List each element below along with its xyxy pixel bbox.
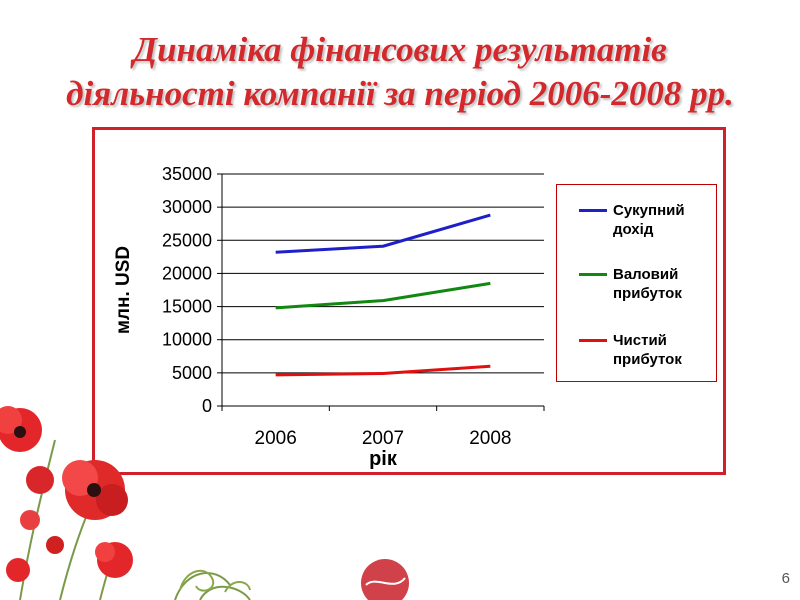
y-tick-label: 30000: [162, 197, 212, 217]
poppy-icon: [95, 542, 133, 578]
x-tick-label: 2008: [469, 428, 511, 449]
y-tick-label: 5000: [172, 363, 212, 383]
legend-label-gross-profit: Валовий прибуток: [613, 266, 682, 302]
chart-legend: Сукупний дохід Валовий прибуток Чистий приб…: [556, 184, 717, 382]
poppy-icon: [6, 466, 64, 582]
y-tick-label: 15000: [162, 297, 212, 317]
legend-label-net-profit: Чистий прибуток: [613, 332, 682, 368]
legend-swatch-gross-profit: [579, 273, 607, 276]
y-tick-label: 20000: [162, 263, 212, 283]
x-axis-label: рік: [369, 448, 398, 470]
y-tick-label: 25000: [162, 230, 212, 250]
series-line-3: [275, 364, 491, 377]
x-tick-label: 2007: [362, 428, 404, 449]
slide-title-line-1: Динаміка фінансових результатів: [133, 30, 667, 69]
y-tick-label: 0: [202, 396, 212, 416]
brand-logo-icon: [361, 559, 409, 600]
y-axis-label: млн. USD: [113, 246, 134, 334]
poppy-icon: [0, 406, 42, 452]
page-number: 6: [781, 570, 790, 587]
legend-label-total-revenue: Сукупний дохід: [613, 202, 685, 238]
slide-title: Динаміка фінансових результатів діяльнос…: [0, 28, 800, 116]
slide-title-line-2: діяльності компанії за період 2006-2008 …: [66, 74, 734, 113]
series-line-2: [275, 281, 491, 310]
x-tick-label: 2006: [255, 428, 297, 449]
legend-swatch-net-profit: [579, 339, 607, 342]
legend-swatch-total-revenue: [579, 209, 607, 212]
y-tick-label: 10000: [162, 330, 212, 350]
series-line-1: [275, 213, 491, 254]
poppy-icon: [62, 460, 128, 520]
y-tick-label: 35000: [162, 164, 212, 184]
